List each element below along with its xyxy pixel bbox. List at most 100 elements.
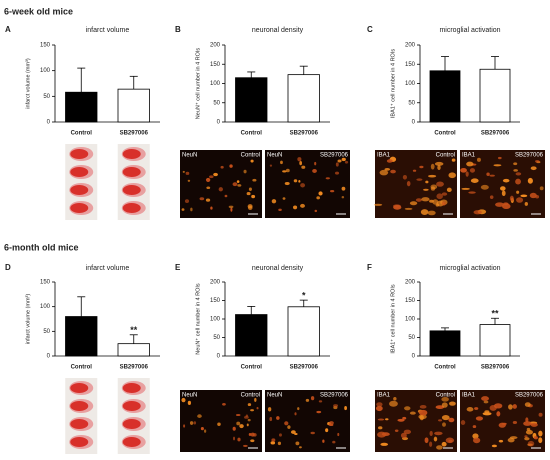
infarct: [70, 149, 89, 159]
cell: [433, 436, 438, 442]
y-tick-label: 150: [405, 298, 416, 304]
image-label: Control: [436, 153, 455, 159]
cell: [200, 427, 204, 431]
cell: [299, 161, 303, 166]
cell: [243, 169, 247, 174]
cell: [380, 442, 389, 446]
cell: [247, 204, 253, 209]
cell: [314, 161, 317, 166]
cell: [476, 157, 481, 162]
panel-letter: A: [5, 25, 11, 34]
x-tick-label: SB297006: [481, 131, 510, 137]
cell: [235, 413, 241, 417]
cell: [385, 418, 389, 421]
bar: [235, 77, 268, 123]
cell: [247, 418, 251, 422]
cell: [374, 203, 383, 206]
cell: [375, 405, 383, 412]
cell: [436, 181, 444, 187]
cell: [378, 426, 383, 430]
cell: [437, 165, 441, 171]
cell: [520, 194, 528, 198]
cell: [489, 195, 494, 199]
cell: [344, 160, 349, 164]
infarct: [122, 419, 141, 429]
bar: [117, 343, 150, 357]
cell: [193, 421, 197, 425]
chart-title: infarct volume: [86, 265, 130, 272]
cell: [250, 432, 255, 437]
cell: [466, 407, 474, 412]
y-tick-label: 0: [47, 120, 51, 126]
image-label: Control: [241, 393, 260, 399]
cell: [282, 170, 287, 173]
cell: [524, 402, 531, 407]
cell: [482, 412, 492, 416]
bar: [287, 306, 320, 357]
y-tick-label: 100: [40, 68, 51, 74]
chart-title: neuronal density: [252, 265, 304, 272]
cell: [182, 170, 185, 173]
micrograph: [460, 150, 545, 218]
image-label: Control: [436, 393, 455, 399]
cell: [430, 184, 438, 190]
image-label: Control: [241, 153, 260, 159]
cell: [434, 161, 444, 166]
cell: [470, 178, 479, 183]
cell: [402, 416, 407, 420]
cell: [222, 403, 226, 406]
cell: [248, 432, 252, 436]
cell: [465, 171, 469, 177]
cell: [473, 437, 481, 444]
infarct: [122, 149, 141, 159]
y-tick-label: 0: [217, 120, 221, 126]
cell: [276, 416, 280, 420]
cell: [310, 431, 315, 435]
panel-letter: F: [367, 263, 372, 272]
cell: [480, 184, 489, 190]
cell: [468, 191, 476, 194]
cell: [312, 168, 317, 173]
cell: [379, 169, 389, 176]
image-label: SB297006: [515, 153, 544, 159]
cell: [404, 207, 413, 210]
cell: [334, 171, 340, 175]
y-tick-label: 200: [210, 43, 221, 49]
bar: [429, 330, 461, 357]
cell: [206, 186, 211, 190]
y-tick-label: 50: [408, 100, 415, 106]
y-axis-label: NeuN⁺ cell number in 4 ROIs: [194, 283, 201, 355]
cell: [403, 429, 412, 435]
y-tick-label: 200: [405, 43, 416, 49]
cell: [229, 164, 233, 168]
cell: [290, 430, 296, 434]
cell: [483, 400, 489, 404]
infarct: [70, 437, 89, 447]
cell: [497, 156, 502, 160]
cell: [220, 165, 224, 169]
cell: [333, 404, 339, 408]
panel-letter: E: [175, 263, 181, 272]
image-label: SB297006: [320, 393, 349, 399]
cell: [203, 429, 207, 433]
cell: [205, 198, 211, 202]
y-tick-label: 150: [40, 280, 51, 286]
cell: [523, 421, 532, 426]
cell: [535, 159, 540, 163]
cell: [435, 203, 440, 207]
cell: [181, 208, 185, 211]
cell: [493, 164, 502, 167]
cell: [441, 402, 448, 408]
image-label: SB297006: [320, 153, 349, 159]
significance: *: [302, 291, 306, 301]
cell: [381, 432, 390, 436]
y-tick-label: 0: [412, 354, 416, 360]
cell: [538, 412, 543, 417]
bar: [65, 91, 98, 123]
cell: [277, 441, 282, 446]
cell: [501, 190, 506, 197]
cell: [489, 404, 497, 411]
x-tick-label: Control: [71, 131, 93, 137]
cell: [502, 203, 511, 210]
x-tick-label: SB297006: [120, 365, 149, 371]
